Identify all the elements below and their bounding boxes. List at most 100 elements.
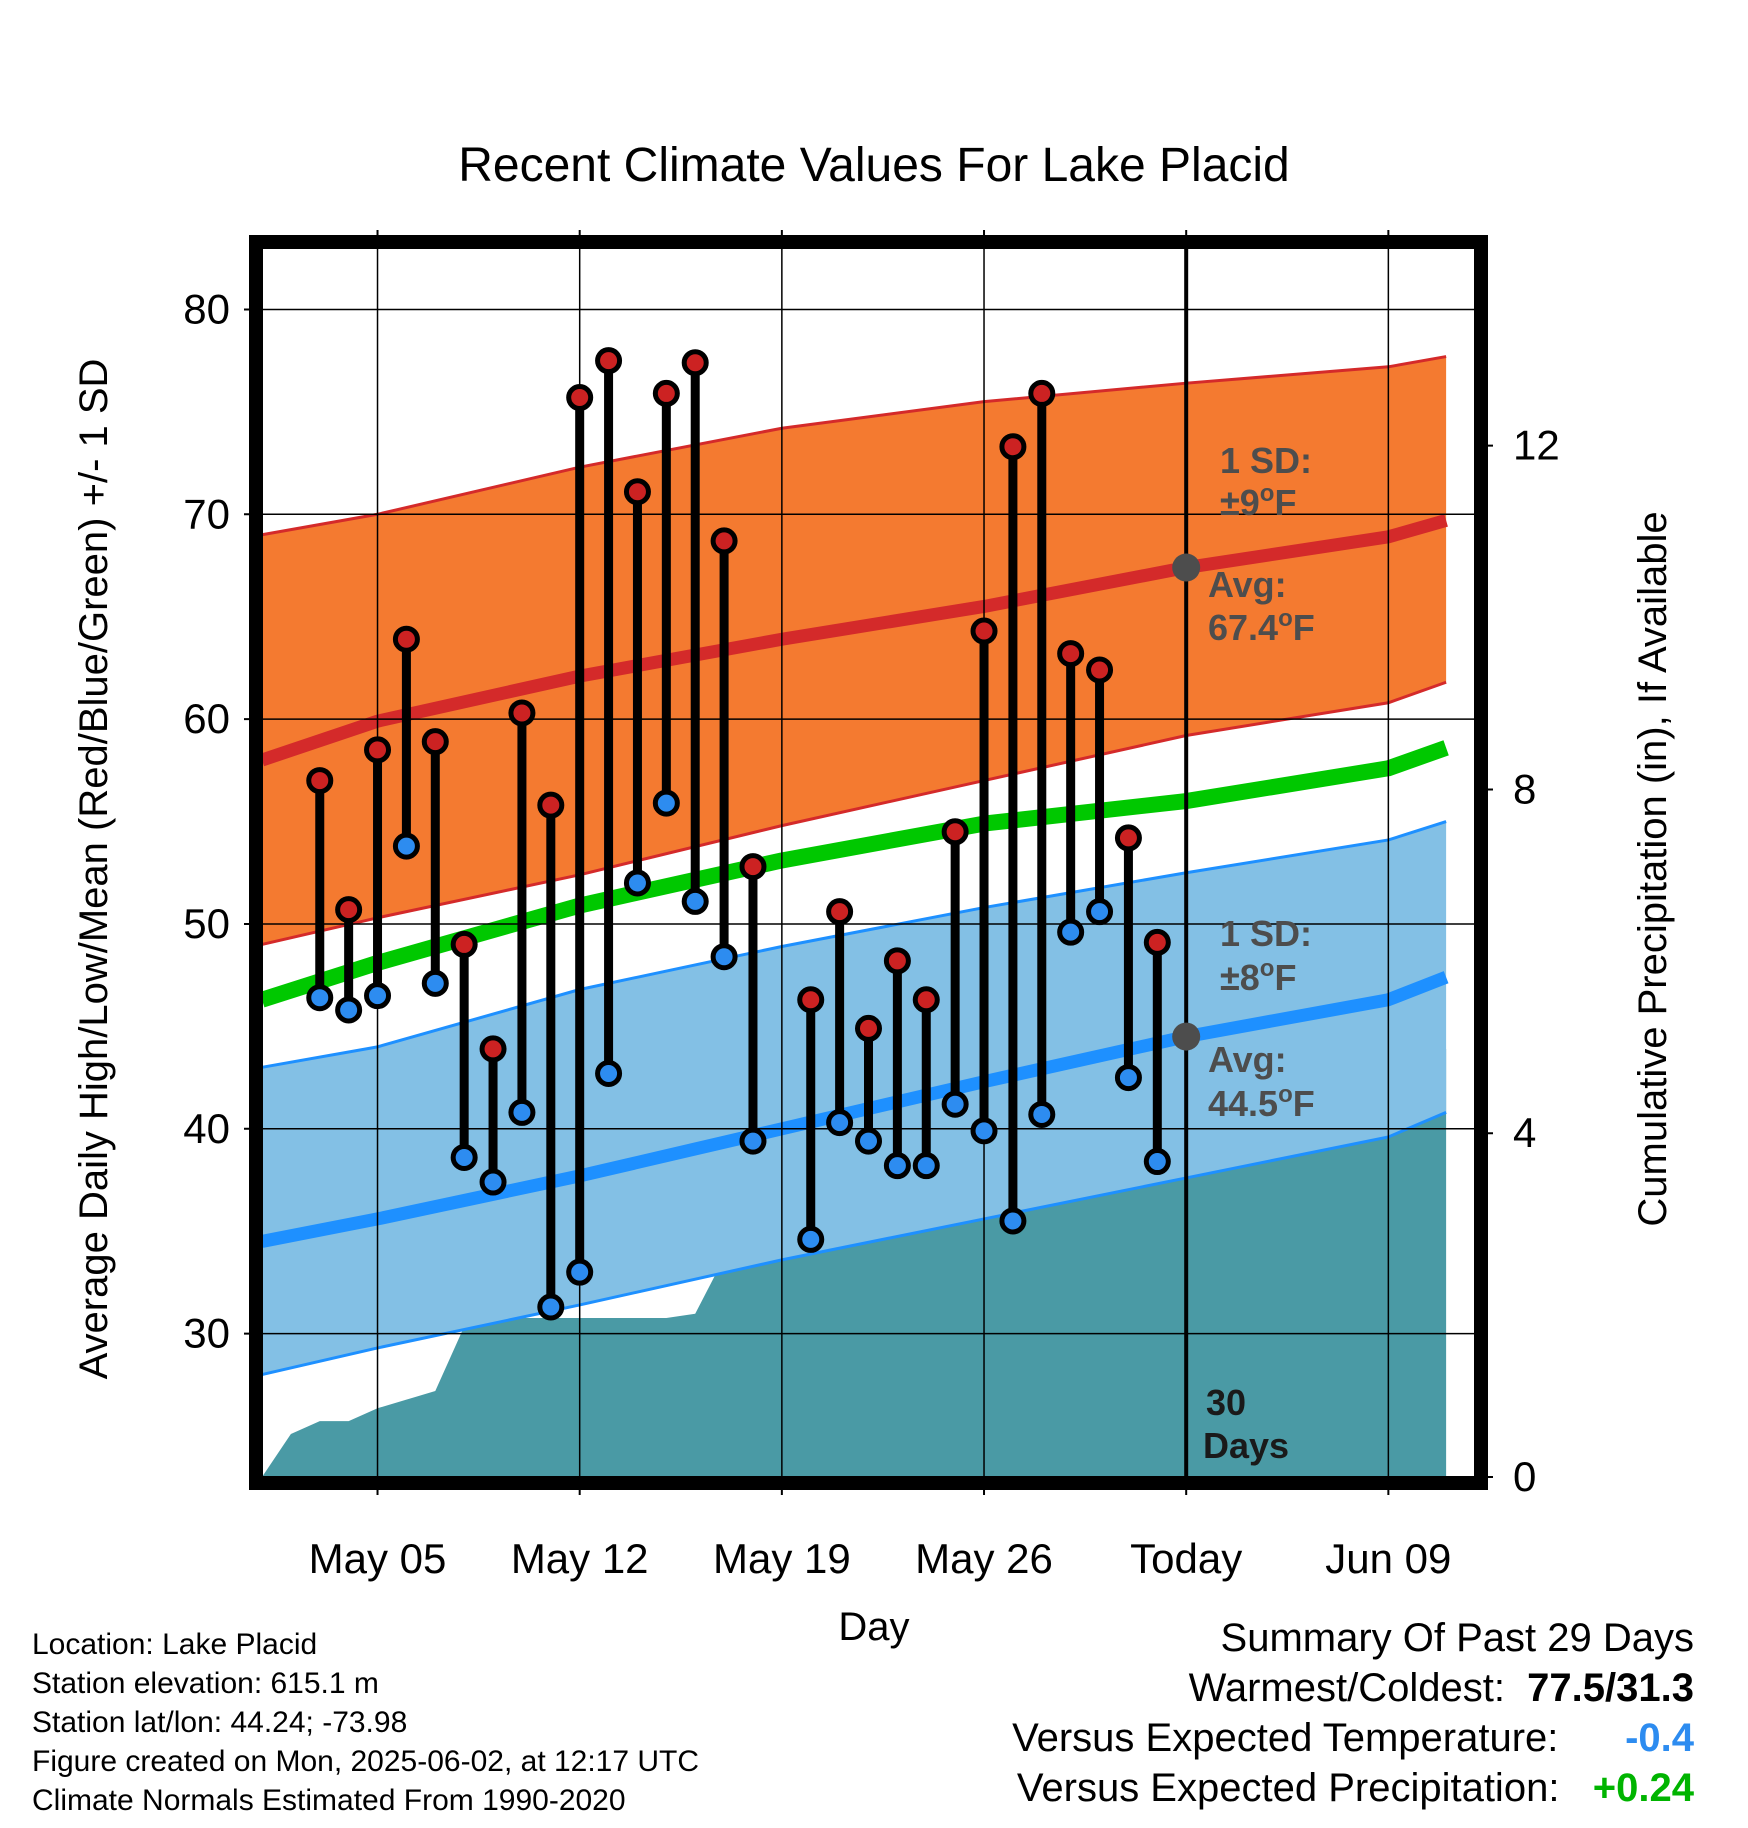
high-avg-annotation-unit: F	[1293, 607, 1315, 648]
obs-low-point	[364, 982, 392, 1010]
obs-high-point	[595, 347, 623, 375]
low-sd-band-upper-edge	[261, 820, 1447, 1069]
y-tick-label: 50	[183, 900, 230, 947]
obs-high-point	[710, 527, 738, 555]
obs-low-point	[508, 1098, 536, 1126]
info-latlon: Station lat/lon: 44.24; -73.98	[32, 1706, 408, 1739]
obs-low-point	[623, 869, 651, 897]
obs-low-point	[999, 1207, 1027, 1235]
obs-high-point	[1114, 824, 1142, 852]
x-axis-label: Day	[838, 1605, 909, 1649]
warm-cold-value: 77.5/31.3	[1527, 1666, 1694, 1710]
low-avg-annotation-degree: o	[1278, 1081, 1293, 1108]
high-sd-band-upper-edge	[261, 355, 1447, 537]
obs-low-point	[1086, 898, 1114, 926]
summary-panel: Summary Of Past 29 Days Warmest/Coldest:…	[1012, 1613, 1694, 1813]
summary-temp: Versus Expected Temperature: -0.4	[1012, 1713, 1694, 1763]
chart-title: Recent Climate Values For Lake Placid	[458, 139, 1290, 192]
low-sd-band-lower-edge	[261, 1111, 1447, 1377]
x-tick-label: May 12	[511, 1535, 649, 1582]
y2-tick-label: 4	[1513, 1109, 1536, 1156]
avg-high-marker	[1172, 553, 1201, 582]
obs-low-point	[1143, 1148, 1171, 1176]
obs-high-point	[652, 379, 680, 407]
obs-high-point	[970, 617, 998, 645]
obs-low-point	[970, 1117, 998, 1145]
low-sd-annotation-degree: o	[1260, 955, 1275, 982]
obs-high-point	[912, 986, 940, 1014]
low-sd-annotation-line2: ±8oF	[1220, 955, 1296, 998]
high-sd-annotation-unit: F	[1274, 482, 1296, 523]
low-avg-annotation-line2: 44.5oF	[1208, 1081, 1315, 1124]
obs-high-point	[999, 433, 1027, 461]
days-annotation-label: Days	[1203, 1425, 1289, 1466]
normal-mean-line	[259, 740, 1449, 1008]
y-tick-label: 70	[183, 490, 230, 537]
high-sd-annotation-line1: 1 SD:	[1220, 440, 1312, 481]
obs-high-point	[537, 791, 565, 819]
precip-label: Versus Expected Precipitation:	[1016, 1766, 1560, 1810]
low-sd-annotation-line1: 1 SD:	[1220, 913, 1312, 954]
obs-low-point	[883, 1152, 911, 1180]
obs-low-point	[335, 996, 363, 1024]
obs-low-point	[912, 1152, 940, 1180]
obs-high-point	[623, 478, 651, 506]
precip-value: +0.24	[1592, 1766, 1694, 1810]
info-elevation: Station elevation: 615.1 m	[32, 1667, 379, 1700]
low-avg-annotation-line1: Avg:	[1208, 1039, 1287, 1080]
high-avg-annotation-line1: Avg:	[1208, 564, 1287, 605]
low-avg-annotation-unit: F	[1293, 1083, 1315, 1124]
high-avg-annotation-degree: o	[1278, 605, 1293, 632]
info-location: Location: Lake Placid	[32, 1628, 318, 1661]
obs-high-point	[1028, 379, 1056, 407]
obs-low-point	[855, 1127, 882, 1155]
y2-tick-label: 12	[1513, 422, 1560, 469]
y-axis-label: Average Daily High/Low/Mean (Red/Blue/Gr…	[72, 359, 116, 1380]
low-sd-annotation-value: ±8	[1220, 957, 1260, 998]
obs-low-point	[1028, 1100, 1056, 1128]
obs-high-point	[826, 898, 854, 926]
avg-low-marker	[1172, 1022, 1201, 1051]
obs-low-point	[652, 789, 680, 817]
obs-high-point	[739, 853, 767, 881]
obs-high-point	[941, 818, 969, 846]
obs-low-point	[739, 1127, 767, 1155]
obs-low-point	[537, 1293, 565, 1321]
info-normals: Climate Normals Estimated From 1990-2020	[32, 1784, 626, 1817]
normal-low-line	[260, 971, 1449, 1248]
summary-warm-cold: Warmest/Coldest: 77.5/31.3	[1012, 1663, 1694, 1713]
x-tick-label: Today	[1130, 1535, 1242, 1582]
obs-low-point	[421, 969, 449, 997]
high-avg-annotation-line2: 67.4oF	[1208, 605, 1315, 648]
x-tick-label: May 19	[713, 1535, 851, 1582]
obs-low-point	[595, 1059, 623, 1087]
high-sd-annotation-line2: ±9oF	[1220, 480, 1296, 523]
low-avg-annotation-value: 44.5	[1208, 1083, 1278, 1124]
y-tick-label: 80	[183, 285, 230, 332]
obs-high-point	[392, 625, 420, 653]
summary-title: Summary Of Past 29 Days	[1220, 1616, 1694, 1660]
obs-low-point	[710, 943, 738, 971]
obs-high-point	[1086, 656, 1114, 684]
station-info: Location: Lake Placid Station elevation:…	[32, 1625, 699, 1820]
obs-high-point	[508, 699, 536, 727]
obs-low-point	[306, 984, 334, 1012]
obs-high-point	[681, 349, 709, 377]
obs-low-point	[1057, 918, 1085, 946]
obs-high-point	[421, 728, 449, 756]
obs-high-point	[364, 736, 392, 764]
days-annotation-number: 30	[1206, 1382, 1246, 1423]
x-tick-label: May 05	[309, 1535, 447, 1582]
low-sd-annotation-unit: F	[1274, 957, 1296, 998]
obs-low-point	[450, 1143, 478, 1171]
obs-low-point	[826, 1109, 854, 1137]
obs-low-point	[566, 1258, 594, 1286]
obs-high-point	[306, 767, 334, 795]
obs-high-point	[566, 384, 594, 412]
obs-high-point	[855, 1014, 882, 1042]
obs-high-point	[479, 1035, 507, 1063]
x-tick-label: May 26	[915, 1535, 1053, 1582]
high-avg-annotation-value: 67.4	[1208, 607, 1278, 648]
